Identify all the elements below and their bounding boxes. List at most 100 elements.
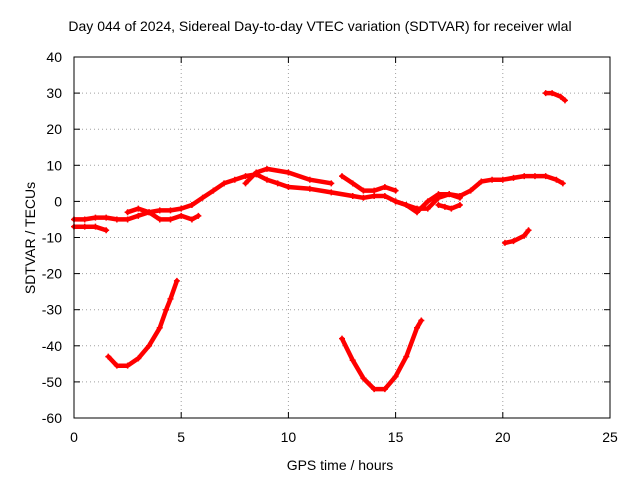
- data-point: [156, 216, 163, 223]
- data-point: [521, 173, 528, 180]
- data-point: [328, 189, 335, 196]
- data-point: [542, 173, 549, 180]
- data-point: [371, 192, 378, 199]
- grid: [74, 57, 610, 418]
- data-point: [92, 214, 99, 221]
- data-point: [124, 362, 131, 369]
- chart-title: Day 044 of 2024, Sidereal Day-to-day VTE…: [68, 18, 572, 34]
- data-point: [381, 386, 388, 393]
- data-point: [435, 191, 442, 198]
- data-point: [392, 198, 399, 205]
- data-point: [263, 176, 270, 183]
- data-point: [195, 212, 202, 219]
- data-point: [424, 198, 431, 205]
- data-point: [392, 187, 399, 194]
- series-line-track-j: [502, 228, 531, 246]
- y-tick-label: 0: [54, 193, 62, 209]
- data-point: [448, 205, 455, 212]
- data-point: [306, 185, 313, 192]
- data-point: [199, 194, 206, 201]
- ticks: 0 5 10 15 20 25 -60 -50 -40 -30 -20 -10 0 10 20 30 40: [42, 49, 618, 445]
- data-point: [418, 317, 425, 324]
- data-point: [414, 324, 421, 331]
- data-point: [414, 209, 421, 216]
- data-point: [135, 205, 142, 212]
- series-line-track-k: [543, 90, 568, 103]
- data-point: [349, 180, 356, 187]
- y-tick-label: 10: [46, 157, 62, 173]
- data-point: [371, 187, 378, 194]
- y-tick-label: 20: [46, 121, 62, 137]
- data-point: [124, 216, 131, 223]
- series-line-track-g: [436, 202, 463, 211]
- data-point: [210, 187, 217, 194]
- data-point: [124, 209, 131, 216]
- data-point: [263, 165, 270, 172]
- y-tick-label: -40: [42, 338, 62, 354]
- data-point: [242, 173, 249, 180]
- data-point: [349, 357, 356, 364]
- y-tick-label: -50: [42, 374, 62, 390]
- data-point: [113, 216, 120, 223]
- data-point: [167, 295, 174, 302]
- data-point: [285, 169, 292, 176]
- data-point: [328, 180, 335, 187]
- data-point: [456, 194, 463, 201]
- data-point: [489, 176, 496, 183]
- data-point: [339, 335, 345, 342]
- data-point: [242, 180, 249, 187]
- series-line-track-b: [71, 224, 109, 233]
- data-point: [510, 238, 517, 245]
- data-point: [424, 205, 431, 212]
- data-point: [167, 216, 174, 223]
- data-point: [381, 183, 388, 190]
- x-tick-label: 25: [602, 429, 618, 445]
- series-line-track-i: [339, 318, 424, 392]
- data-point: [113, 362, 120, 369]
- series-layer: [71, 90, 568, 393]
- x-tick-label: 10: [281, 429, 297, 445]
- series-line-track-d: [243, 166, 334, 186]
- data-point: [81, 223, 88, 230]
- data-point: [135, 212, 142, 219]
- x-tick-label: 15: [388, 429, 404, 445]
- x-tick-label: 0: [70, 429, 78, 445]
- data-point: [542, 90, 549, 97]
- y-tick-label: -60: [42, 410, 62, 426]
- data-point: [103, 227, 110, 234]
- data-point: [92, 223, 99, 230]
- y-tick-label: -10: [42, 230, 62, 246]
- data-point: [525, 227, 532, 234]
- data-point: [274, 180, 281, 187]
- data-point: [81, 216, 88, 223]
- data-point: [178, 205, 185, 212]
- data-point: [339, 173, 345, 180]
- series-line-track-h: [106, 278, 180, 368]
- data-point: [499, 176, 506, 183]
- data-point: [467, 187, 474, 194]
- data-point: [510, 174, 517, 181]
- data-point: [531, 173, 538, 180]
- data-point: [231, 176, 238, 183]
- data-point: [188, 202, 195, 209]
- data-point: [188, 216, 195, 223]
- data-point: [146, 209, 153, 216]
- data-point: [559, 180, 566, 187]
- x-tick-label: 20: [495, 429, 511, 445]
- data-point: [403, 202, 410, 209]
- y-tick-label: -30: [42, 302, 62, 318]
- data-point: [435, 202, 442, 209]
- data-point: [478, 178, 485, 185]
- data-point: [146, 342, 153, 349]
- data-point: [178, 212, 185, 219]
- data-point: [360, 187, 367, 194]
- y-tick-label: 40: [46, 49, 62, 65]
- data-point: [163, 306, 170, 313]
- x-tick-label: 5: [177, 429, 185, 445]
- data-point: [557, 93, 564, 100]
- y-tick-label: -20: [42, 266, 62, 282]
- data-point: [561, 97, 568, 104]
- data-point: [167, 207, 174, 214]
- data-point: [549, 90, 556, 97]
